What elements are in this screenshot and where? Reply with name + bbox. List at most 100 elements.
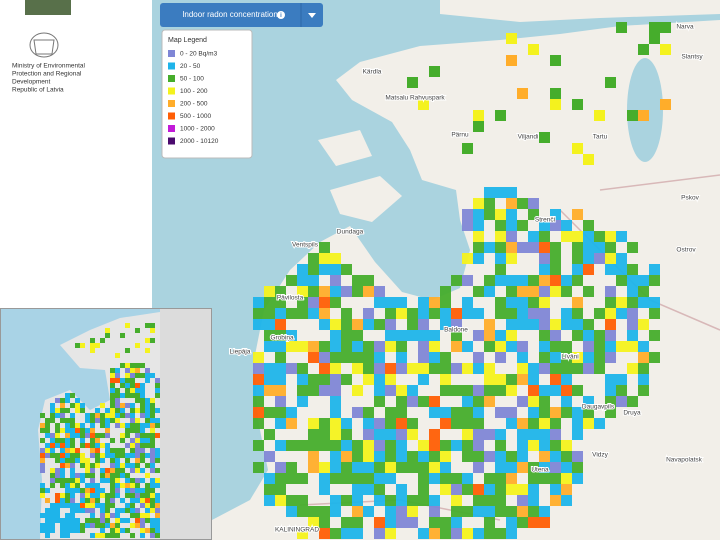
grid-cell [561,319,572,330]
inset-cell [125,483,130,488]
grid-cell [297,385,308,396]
inset-cell [55,458,60,463]
inset-cell [50,503,55,508]
grid-cell [473,209,484,220]
grid-cell [583,253,594,264]
grid-cell [396,451,407,462]
layer-button[interactable]: Indoor radon concentration i [160,3,323,27]
grid-cell [429,352,440,363]
inset-cell [60,453,65,458]
inset-cell [125,433,130,438]
inset-cell [125,373,130,378]
grid-cell [396,440,407,451]
grid-cell [561,220,572,231]
inset-cell [125,528,130,533]
grid-cell [638,297,649,308]
inset-cell [45,488,50,493]
grid-cell [440,363,451,374]
inset-cell [150,328,155,333]
grid-cell [264,308,275,319]
inset-cell [130,373,135,378]
grid-cell [550,440,561,451]
inset-cell [150,408,155,413]
inset-cell [150,403,155,408]
inset-cell [155,408,160,413]
inset-cell [45,508,50,513]
grid-cell [374,429,385,440]
grid-cell [473,231,484,242]
grid-cell [396,330,407,341]
grid-cell [517,396,528,407]
inset-cell [155,513,160,518]
inset-cell [135,478,140,483]
legend-swatch [168,50,175,57]
inset-cell [90,453,95,458]
inset-cell [130,393,135,398]
grid-cell [429,506,440,517]
inset-cell [140,468,145,473]
inset-cell [40,438,45,443]
grid-cell [374,462,385,473]
grid-cell [418,374,429,385]
inset-cell [125,403,130,408]
inset-cell [110,503,115,508]
grid-cell [561,440,572,451]
inset-cell [60,448,65,453]
grid-cell [506,407,517,418]
svg-text:i: i [280,13,282,19]
grid-cell [407,363,418,374]
grid-cell [462,451,473,462]
grid-cell [352,352,363,363]
grid-cell [407,429,418,440]
grid-cell [352,341,363,352]
inset-cell [110,383,115,388]
inset-cell [115,528,120,533]
inset-cell [150,413,155,418]
inset-cell [105,433,110,438]
inset-cell [120,448,125,453]
inset-cell [105,493,110,498]
grid-cell [572,242,583,253]
inset-cell [60,483,65,488]
coat-of-arms [29,32,59,58]
grid-cell [462,209,473,220]
grid-cell [385,374,396,385]
inset-cell [125,478,130,483]
inset-cell [135,438,140,443]
grid-cell [319,473,330,484]
legend-title: Map Legend [168,37,207,44]
grid-cell [330,264,341,275]
grid-cell [396,429,407,440]
inset-cell [140,398,145,403]
place-label: Pāvilosta [277,295,304,302]
grid-cell [506,451,517,462]
inset-cell [55,508,60,513]
inset-cell [115,368,120,373]
grid-cell [308,506,319,517]
grid-cell [286,418,297,429]
grid-cell [484,341,495,352]
button-label[interactable]: Indoor radon concentration [182,10,278,19]
inset-cell [135,423,140,428]
inset-cell [60,493,65,498]
place-label: Viljandi [518,134,539,141]
inset-cell [140,453,145,458]
inset-cell [90,348,95,353]
grid-cell [308,275,319,286]
inset-cell [55,443,60,448]
inset-cell [110,493,115,498]
grid-cell [330,495,341,506]
inset-cell [90,338,95,343]
inset-cell [140,443,145,448]
inset-cell [145,513,150,518]
inset-cell [135,508,140,513]
grid-cell [429,528,440,539]
grid-cell [638,110,649,121]
inset-cell [140,528,145,533]
inset-cell [130,363,135,368]
grid-cell [330,473,341,484]
grid-cell [330,407,341,418]
grid-cell [429,66,440,77]
inset-cell [40,463,45,468]
inset-cell [140,413,145,418]
